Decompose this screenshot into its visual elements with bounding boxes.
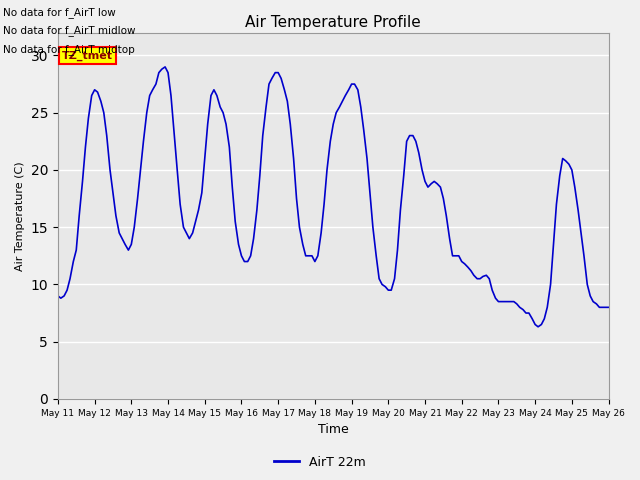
Text: No data for f_AirT midtop: No data for f_AirT midtop <box>3 44 135 55</box>
Title: Air Temperature Profile: Air Temperature Profile <box>245 15 421 30</box>
X-axis label: Time: Time <box>318 423 349 436</box>
Text: No data for f_AirT midlow: No data for f_AirT midlow <box>3 25 136 36</box>
Legend: AirT 22m: AirT 22m <box>269 451 371 474</box>
Text: TZ_tmet: TZ_tmet <box>62 50 113 60</box>
Text: No data for f_AirT low: No data for f_AirT low <box>3 7 116 18</box>
Y-axis label: Air Temperature (C): Air Temperature (C) <box>15 161 25 271</box>
